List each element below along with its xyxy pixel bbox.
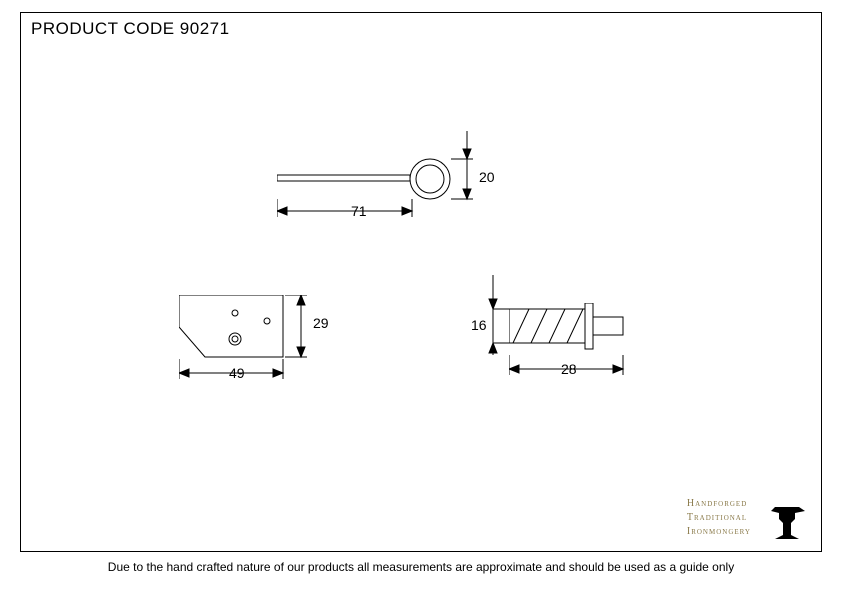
footer-disclaimer: Due to the hand crafted nature of our pr… (0, 560, 842, 574)
bracket-drawing (179, 295, 289, 365)
dim-screw-dia-label: 16 (471, 317, 487, 333)
dim-key-ring (451, 131, 491, 203)
dim-bracket-width-label: 49 (229, 365, 245, 381)
brand-line2: Traditional (687, 511, 751, 525)
brand-line3: Ironmongery (687, 525, 751, 539)
screw-drawing (509, 303, 639, 353)
dim-bracket-height-label: 29 (313, 315, 329, 331)
drawing-area: 71 20 (21, 13, 821, 551)
drawing-frame: PRODUCT CODE 90271 71 (20, 12, 822, 552)
dim-key-length-label: 71 (351, 203, 367, 219)
anvil-logo-icon (765, 499, 809, 543)
brand-text: Handforged Traditional Ironmongery (687, 497, 751, 539)
brand-line1: Handforged (687, 497, 751, 511)
dim-screw-length-label: 28 (561, 361, 577, 377)
dim-key-ring-label: 20 (479, 169, 495, 185)
dim-screw-dia (477, 275, 513, 355)
